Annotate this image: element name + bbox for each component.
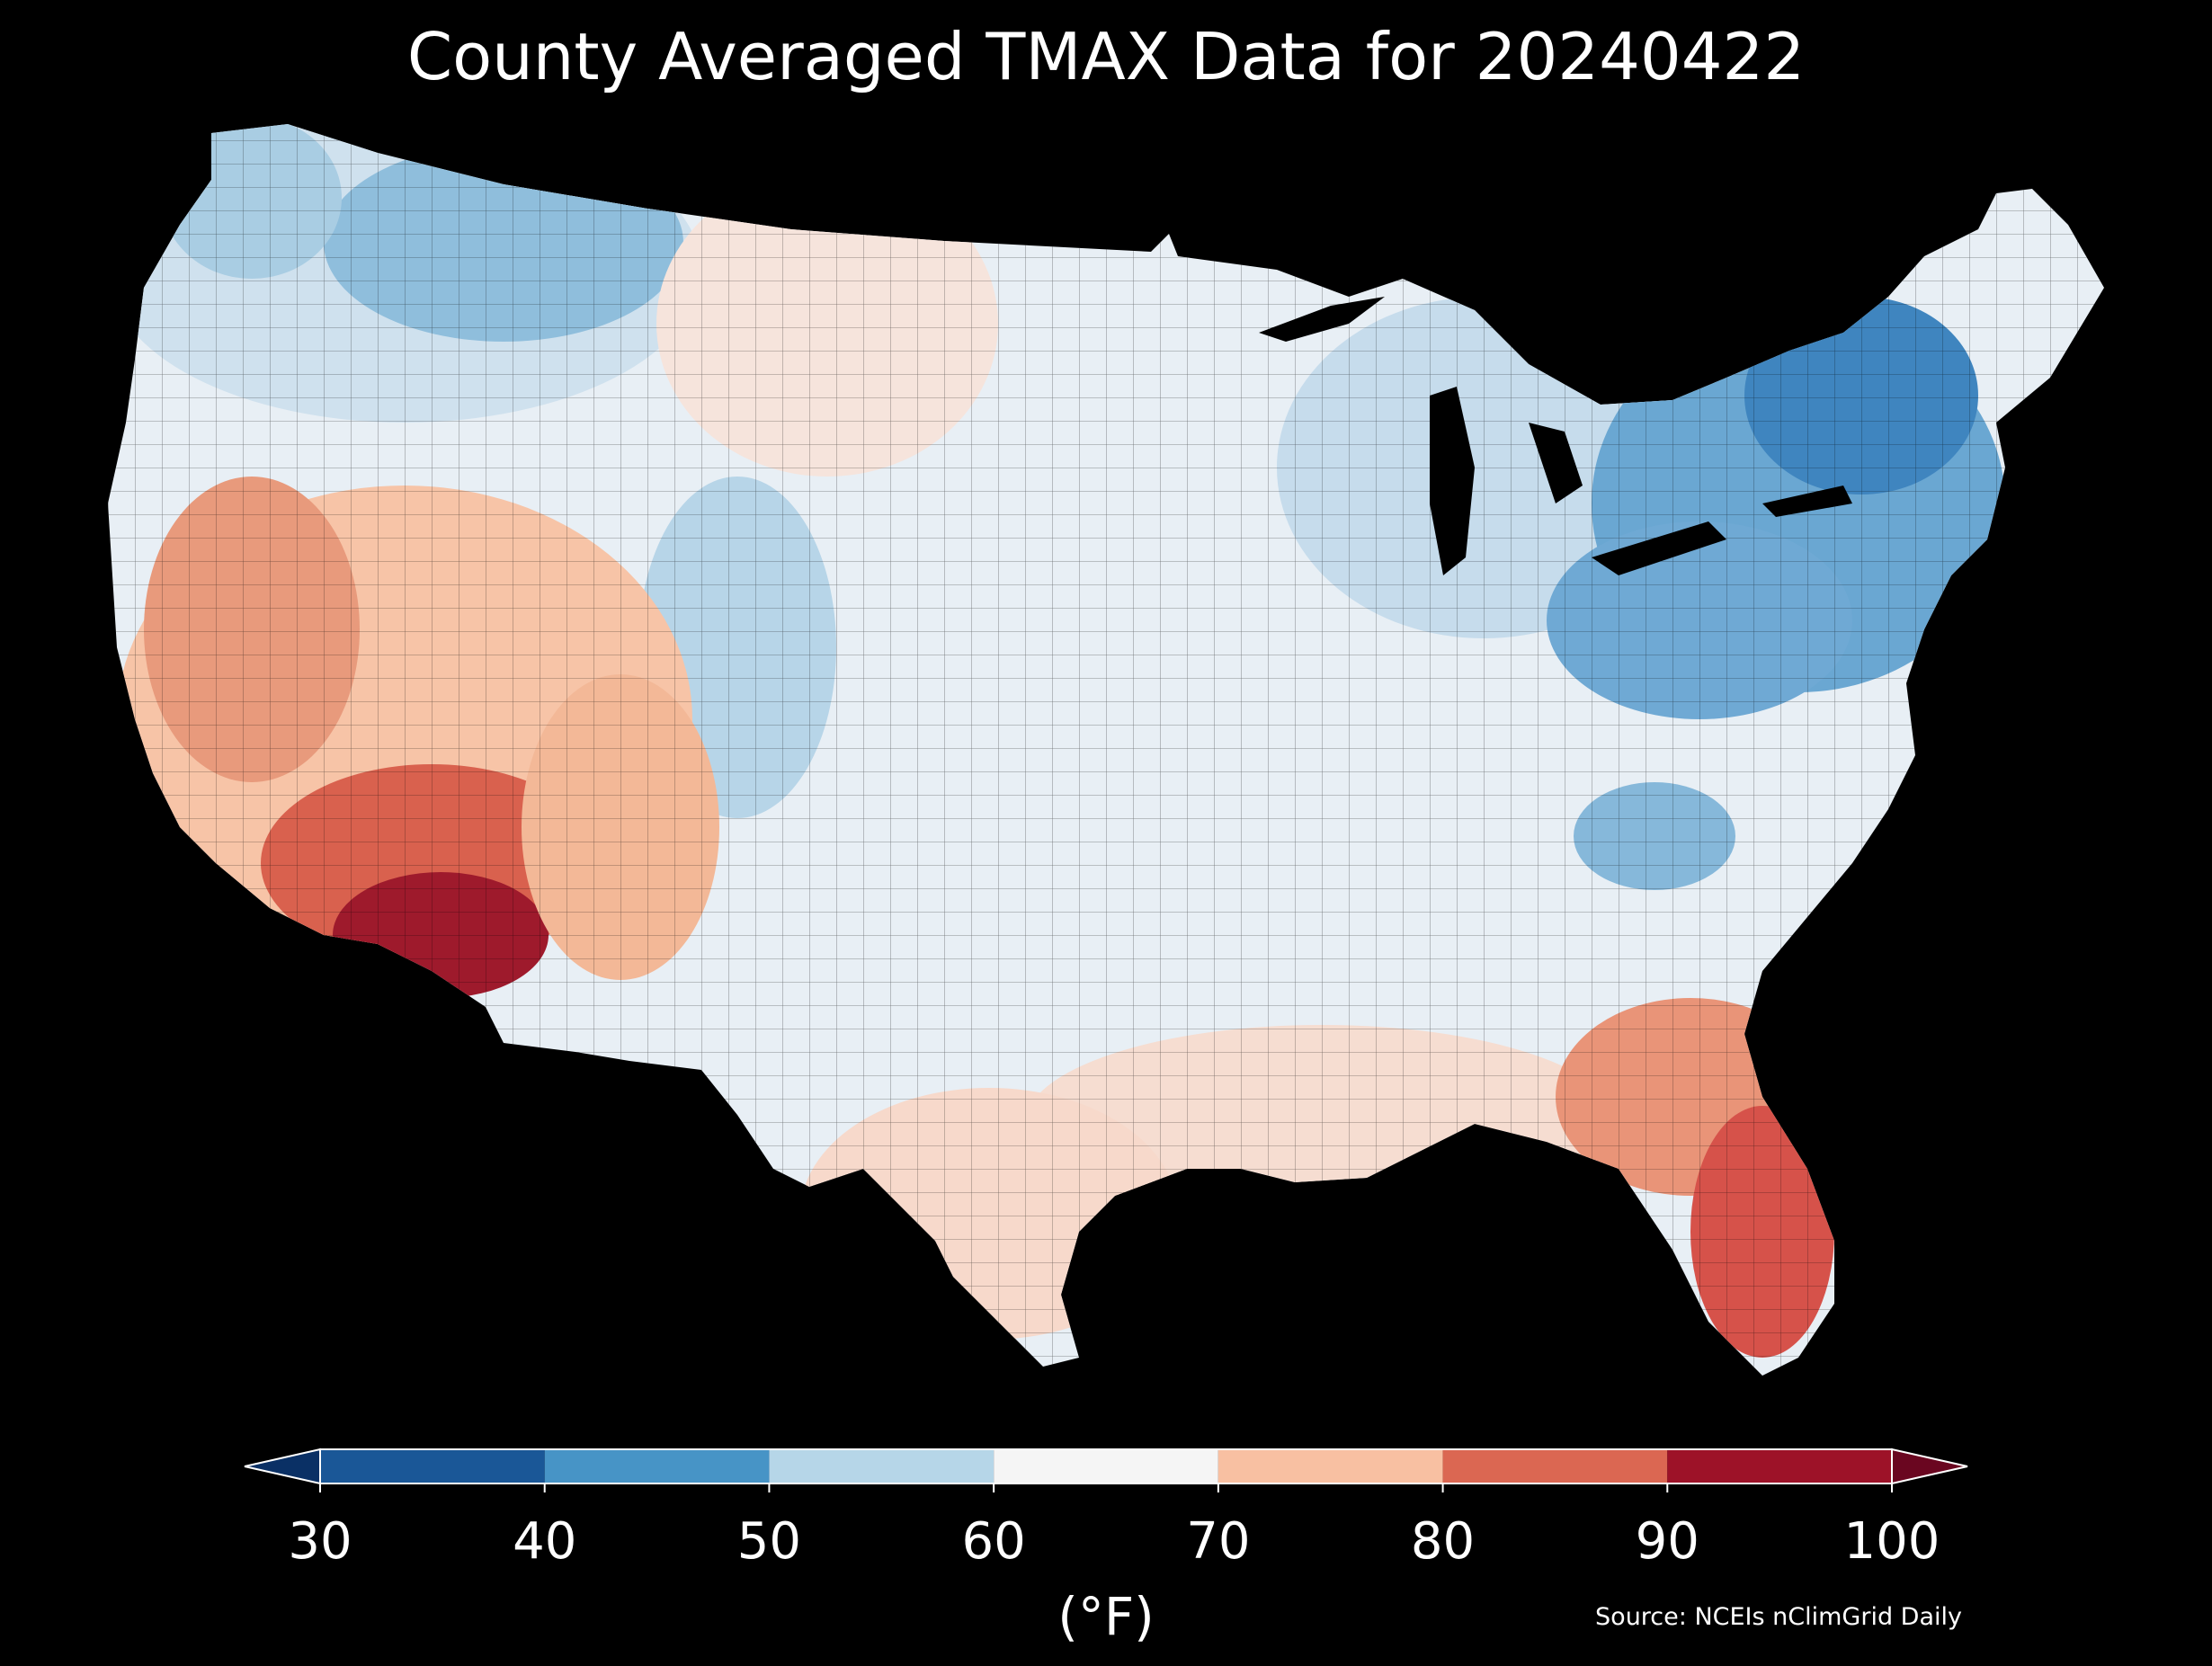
lake-superior (1259, 297, 1385, 342)
colorbar-over-extension (1891, 1448, 1968, 1485)
map-title: County Averaged TMAX Data for 20240422 (406, 19, 1806, 94)
lake-erie (1592, 521, 1726, 575)
lake-ontario (1762, 486, 1852, 517)
colorbar-tick-label: 100 (1843, 1512, 1940, 1571)
colorbar-tick-label: 70 (1186, 1512, 1251, 1571)
colorbar-unit-label: (°F) (1057, 1586, 1155, 1647)
lake-huron (1529, 423, 1583, 503)
colorbar (244, 1448, 1968, 1492)
colorbar-bin (1442, 1449, 1668, 1483)
colorbar-outline (319, 1448, 1893, 1484)
lake-michigan (1430, 387, 1475, 575)
colorbar-tick-label: 60 (961, 1512, 1026, 1571)
colorbar-tick-label: 50 (736, 1512, 802, 1571)
colorbar-tick-label: 40 (513, 1512, 577, 1571)
colorbar-bin (1667, 1449, 1892, 1483)
colorbar-bin (544, 1449, 770, 1483)
colorbar-bin (320, 1449, 545, 1483)
colorbar-bin (1217, 1449, 1443, 1483)
colorbar-tick-label: 30 (288, 1512, 352, 1571)
temperature-regions (108, 124, 2104, 1376)
colorbar-bin (994, 1449, 1218, 1483)
source-credit: Source: NCEIs nClimGrid Daily (1595, 1603, 1962, 1631)
colorbar-tick-label: 80 (1410, 1512, 1476, 1571)
colorbar-under-extension (244, 1448, 321, 1485)
colorbar-bin (769, 1449, 995, 1483)
county-borders (108, 124, 2104, 1376)
colorbar-tick-label: 90 (1635, 1512, 1699, 1571)
